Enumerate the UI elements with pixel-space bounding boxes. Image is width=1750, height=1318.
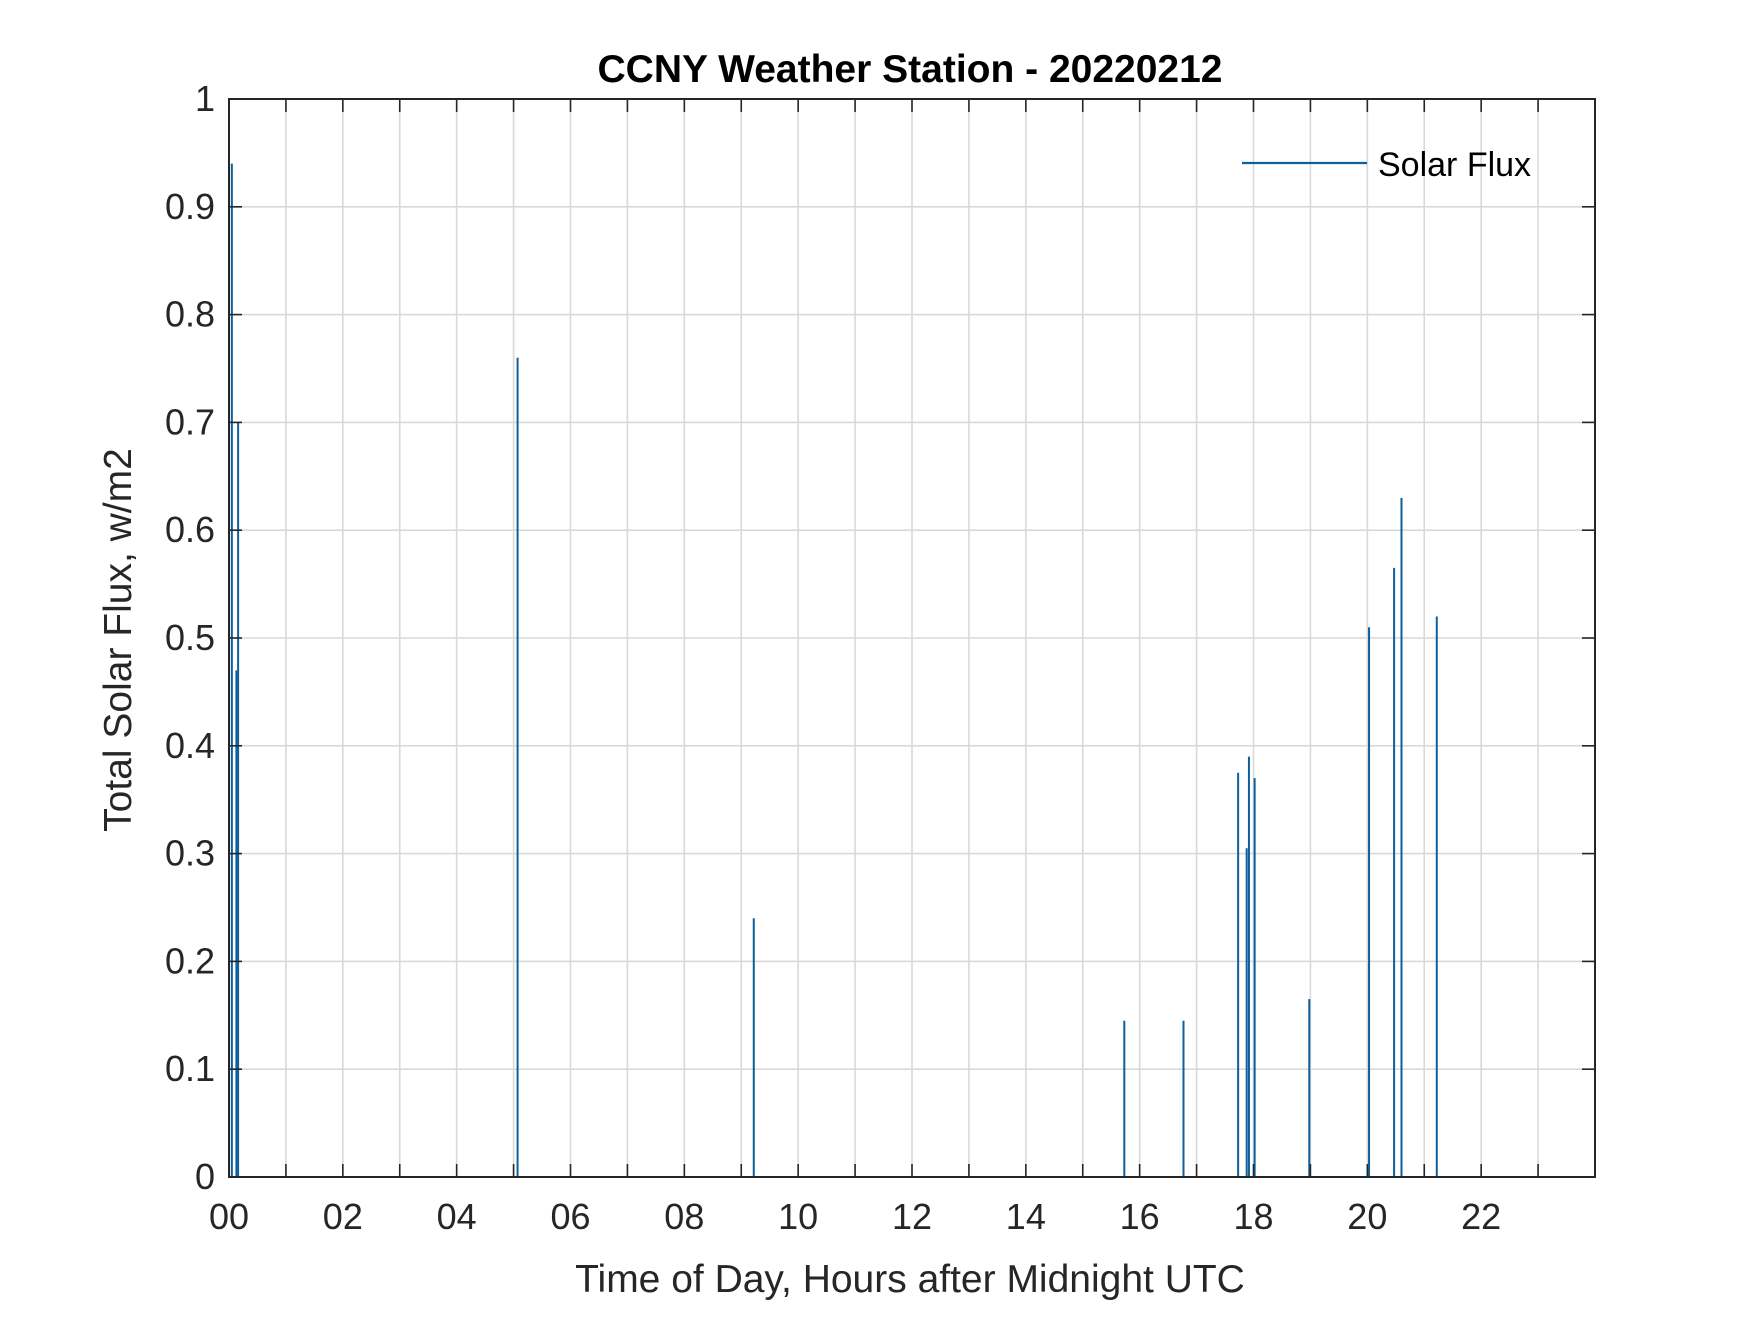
y-tick-label: 0.6 xyxy=(165,509,215,550)
y-tick-label: 0.9 xyxy=(165,186,215,227)
axis-ticks xyxy=(229,98,1595,1178)
chart-title: CCNY Weather Station - 20220212 xyxy=(598,48,1223,91)
y-tick-label: 0.4 xyxy=(165,725,215,766)
y-tick-label: 0.2 xyxy=(165,940,215,981)
x-tick-label: 06 xyxy=(550,1196,590,1237)
x-tick-label: 14 xyxy=(1006,1196,1046,1237)
x-tick-label: 00 xyxy=(209,1196,249,1237)
y-tick-label: 0.1 xyxy=(165,1048,215,1089)
x-tick-label: 12 xyxy=(892,1196,932,1237)
legend: Solar Flux xyxy=(1242,146,1531,184)
y-tick-label: 0 xyxy=(195,1156,215,1197)
x-tick-label: 16 xyxy=(1120,1196,1160,1237)
x-axis-label: Time of Day, Hours after Midnight UTC xyxy=(575,1258,1245,1301)
y-tick-label: 0.5 xyxy=(165,617,215,658)
y-tick-labels: 0 0.1 0.2 0.3 0.4 0.5 0.6 0.7 0.8 0.9 1 xyxy=(165,78,215,1197)
y-tick-label: 0.8 xyxy=(165,294,215,335)
x-tick-label: 08 xyxy=(664,1196,704,1237)
x-tick-label: 20 xyxy=(1347,1196,1387,1237)
y-tick-label: 0.3 xyxy=(165,833,215,874)
x-tick-label: 04 xyxy=(437,1196,477,1237)
legend-label-solar-flux: Solar Flux xyxy=(1378,146,1531,184)
y-tick-label: 0.7 xyxy=(165,401,215,442)
x-tick-label: 10 xyxy=(778,1196,818,1237)
x-tick-label: 22 xyxy=(1461,1196,1501,1237)
x-tick-label: 18 xyxy=(1233,1196,1273,1237)
y-tick-label: 1 xyxy=(195,78,215,119)
data-series xyxy=(230,163,1438,1177)
x-tick-labels: 00 02 04 06 08 10 12 14 16 18 20 22 xyxy=(209,1196,1501,1237)
x-tick-label: 02 xyxy=(323,1196,363,1237)
grid-lines xyxy=(229,99,1595,1177)
y-axis-label: Total Solar Flux, w/m2 xyxy=(97,448,140,832)
